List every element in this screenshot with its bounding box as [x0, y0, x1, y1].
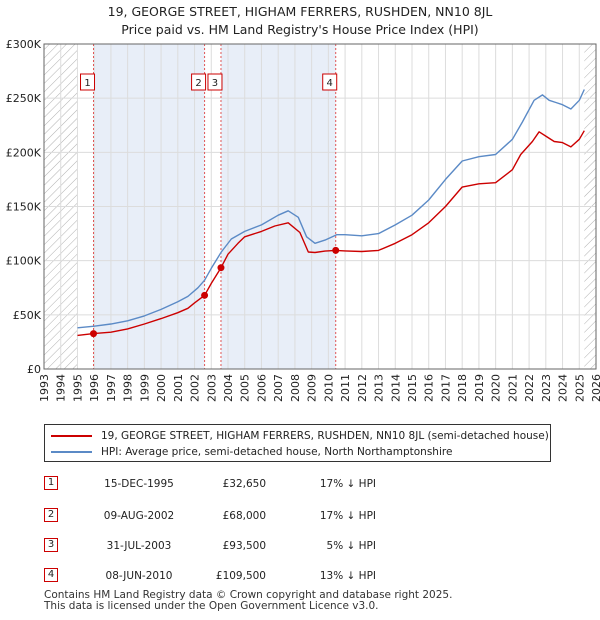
sale-point — [217, 264, 225, 272]
x-tick-label: 2010 — [322, 374, 335, 402]
legend-item-price: 19, GEORGE STREET, HIGHAM FERRERS, RUSHD… — [51, 428, 549, 444]
y-tick-label: £200K — [6, 146, 42, 159]
plot-frame — [43, 43, 597, 370]
x-tick-label: 2000 — [155, 374, 168, 402]
x-tick-label: 2012 — [356, 374, 369, 402]
sale-marker-label: 4 — [327, 78, 333, 89]
legend: 19, GEORGE STREET, HIGHAM FERRERS, RUSHD… — [44, 424, 551, 462]
sale-marker-label: 2 — [195, 78, 201, 89]
transaction-number-badge: 3 — [44, 538, 58, 552]
sale-marker-box: 1 — [80, 73, 96, 91]
x-tick-label: 2004 — [222, 374, 235, 402]
x-tick-label: 2026 — [590, 374, 600, 402]
legend-label-price: 19, GEORGE STREET, HIGHAM FERRERS, RUSHD… — [101, 430, 549, 442]
table-row: 4 08-JUN-2010 £109,500 13% ↓ HPI — [44, 566, 464, 586]
transaction-number-badge: 4 — [44, 568, 58, 582]
x-tick-label: 2023 — [540, 374, 553, 402]
transaction-hpi-diff: 17% ↓ HPI — [319, 478, 376, 490]
transaction-date: 31-JUL-2003 — [106, 540, 172, 552]
x-tick-label: 1997 — [105, 374, 118, 402]
y-tick-label: £250K — [6, 92, 42, 105]
x-tick-label: 2005 — [239, 374, 252, 402]
x-tick-label: 2013 — [373, 374, 386, 402]
transaction-hpi-diff: 5% ↓ HPI — [326, 540, 376, 552]
sale-marker-frame — [80, 73, 96, 91]
legend-label-hpi: HPI: Average price, semi-detached house,… — [101, 446, 453, 458]
legend-item-hpi: HPI: Average price, semi-detached house,… — [51, 444, 452, 460]
title-line-1: 19, GEORGE STREET, HIGHAM FERRERS, RUSHD… — [107, 4, 493, 19]
sale-marker-label: 1 — [84, 78, 90, 89]
x-tick-label: 2022 — [523, 374, 536, 402]
x-tick-label: 1998 — [122, 374, 135, 402]
x-tick-label: 2014 — [389, 374, 402, 402]
sale-marker-frame — [207, 73, 223, 91]
x-tick-label: 2007 — [272, 374, 285, 402]
y-tick-label: £50K — [13, 309, 42, 322]
x-tick-label: 2003 — [205, 374, 218, 402]
x-tick-label: 2009 — [306, 374, 319, 402]
x-tick-label: 2008 — [289, 374, 302, 402]
footer-line-2: This data is licensed under the Open Gov… — [44, 600, 379, 612]
sale-marker-label: 3 — [212, 78, 218, 89]
x-tick-label: 1996 — [88, 374, 101, 402]
series-line-price — [77, 130, 585, 337]
x-tick-label: 2021 — [506, 374, 519, 402]
sale-marker-frame — [191, 73, 207, 91]
x-tick-label: 1993 — [38, 374, 51, 402]
series-line-hpi — [77, 89, 585, 329]
x-tick-label: 1999 — [138, 374, 151, 402]
x-tick-label: 1994 — [55, 374, 68, 402]
y-tick-label: £100K — [6, 255, 42, 268]
x-tick-label: 2011 — [339, 374, 352, 402]
x-tick-label: 2016 — [423, 374, 436, 402]
transaction-price: £109,500 — [215, 570, 266, 582]
transaction-date: 09-AUG-2002 — [103, 510, 175, 522]
x-tick-label: 2015 — [406, 374, 419, 402]
transaction-date: 15-DEC-1995 — [104, 478, 174, 490]
transaction-hpi-diff: 17% ↓ HPI — [319, 510, 376, 522]
x-tick-label: 2019 — [473, 374, 486, 402]
sale-points — [90, 246, 340, 338]
sale-marker-box: 3 — [207, 73, 223, 91]
footer-attribution: Contains HM Land Registry data © Crown c… — [44, 590, 452, 612]
x-tick-label: 2006 — [255, 374, 268, 402]
transaction-number-badge: 1 — [44, 476, 58, 490]
table-row: 3 31-JUL-2003 £93,500 5% ↓ HPI — [44, 536, 464, 556]
y-tick-label: £0 — [27, 363, 41, 376]
chart-title: 19, GEORGE STREET, HIGHAM FERRERS, RUSHD… — [0, 3, 600, 39]
x-tick-label: 2002 — [189, 374, 202, 402]
transaction-price: £32,650 — [222, 478, 266, 490]
x-tick-label: 1995 — [71, 374, 84, 402]
footer-line-1: Contains HM Land Registry data © Crown c… — [44, 589, 453, 601]
transaction-price: £93,500 — [222, 540, 266, 552]
sale-marker-box: 2 — [191, 73, 207, 91]
y-tick-label: £300K — [6, 38, 42, 51]
table-row: 2 09-AUG-2002 £68,000 17% ↓ HPI — [44, 506, 464, 526]
transaction-date: 08-JUN-2010 — [105, 570, 173, 582]
y-tick-label: £150K — [6, 201, 42, 214]
legend-swatch-hpi — [51, 451, 92, 453]
sale-point — [332, 246, 340, 254]
table-row: 1 15-DEC-1995 £32,650 17% ↓ HPI — [44, 474, 464, 494]
sale-marker-box: 4 — [322, 73, 338, 91]
x-tick-label: 2017 — [439, 374, 452, 402]
legend-swatch-price — [51, 435, 92, 437]
x-tick-label: 2018 — [456, 374, 469, 402]
sale-marker-frame — [322, 73, 338, 91]
title-line-2: Price paid vs. HM Land Registry's House … — [121, 22, 479, 37]
series-lines — [77, 89, 585, 337]
x-tick-label: 2024 — [557, 374, 570, 402]
x-tick-label: 2001 — [172, 374, 185, 402]
x-tick-label: 2020 — [490, 374, 503, 402]
transaction-price: £68,000 — [222, 510, 266, 522]
transaction-number-badge: 2 — [44, 508, 58, 522]
sale-point — [90, 330, 98, 338]
sale-point — [201, 291, 209, 299]
x-tick-label: 2025 — [573, 374, 586, 402]
transaction-hpi-diff: 13% ↓ HPI — [319, 570, 376, 582]
